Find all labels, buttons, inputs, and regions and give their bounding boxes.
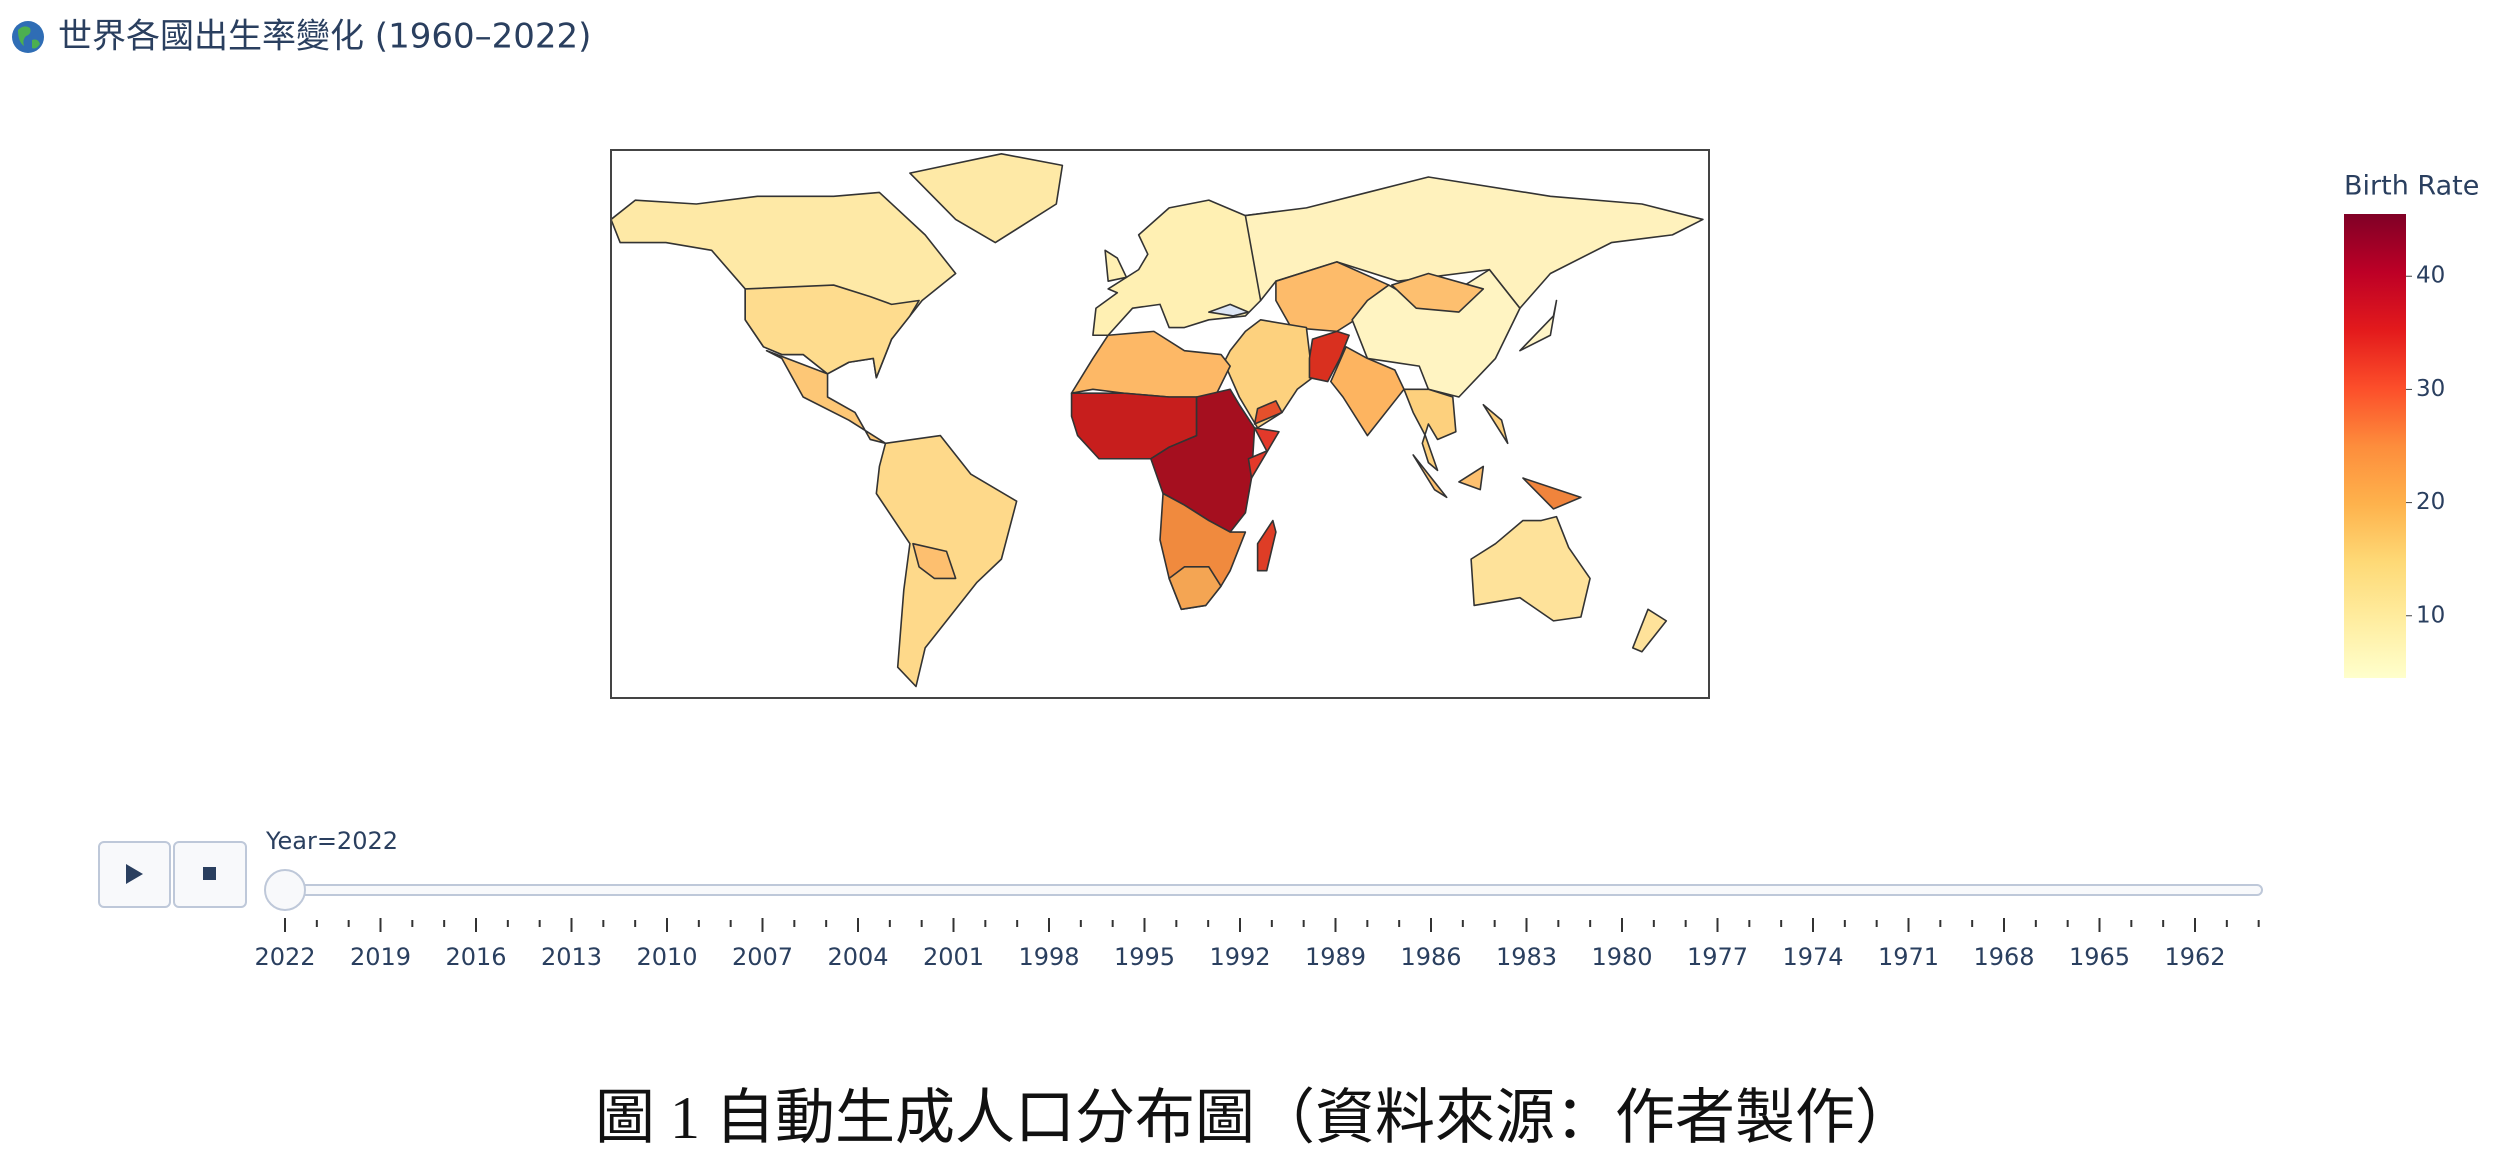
- slider-tick-label: 2013: [541, 943, 602, 971]
- slider-tick-label: 1989: [1305, 943, 1366, 971]
- slider-tick-label: 1962: [2164, 943, 2225, 971]
- slider-tick-label: 2022: [254, 943, 315, 971]
- slider-tick-label: 1998: [1018, 943, 1079, 971]
- slider-tick-label: 2001: [923, 943, 984, 971]
- page-title: 世界各國出生率變化 (1960–2022): [58, 17, 591, 57]
- slider-current-value: Year=2022: [265, 827, 398, 855]
- colorbar-tick-label: 10: [2416, 602, 2445, 628]
- slider-tick-label: 2010: [636, 943, 697, 971]
- slider-tick-label: 1995: [1114, 943, 1175, 971]
- slider-ticks: 2022 2019 2016 2013 2010 2007 2004 2001 1998 1995…: [254, 918, 2260, 971]
- countries: [611, 154, 1703, 687]
- stop-button[interactable]: [173, 841, 247, 908]
- slider-tick-label: 1977: [1687, 943, 1748, 971]
- slider-tick-label: 2016: [445, 943, 506, 971]
- colorbar-tick-label: 40: [2416, 263, 2445, 289]
- slider-tick-label: 2019: [350, 943, 411, 971]
- globe-icon: [12, 21, 44, 53]
- colorbar: [2344, 214, 2406, 678]
- colorbar-tick-label: 30: [2416, 376, 2445, 402]
- slider-tick-label: 1971: [1878, 943, 1939, 971]
- slider-handle[interactable]: [264, 869, 306, 911]
- figure-caption: 圖 1 自動生成人口分布圖（資料來源：作者製作）: [595, 1085, 1915, 1151]
- slider-tick-label: 1965: [2069, 943, 2130, 971]
- colorbar-tick-label: 20: [2416, 489, 2445, 515]
- slider-track[interactable]: [284, 884, 2263, 896]
- map-frame: [610, 149, 1710, 699]
- slider-tick-label: 1986: [1400, 943, 1461, 971]
- play-button[interactable]: [98, 841, 171, 908]
- slider-tick-label: 1983: [1496, 943, 1557, 971]
- slider-tick-label: 1968: [1973, 943, 2034, 971]
- slider-tick-label: 2007: [732, 943, 793, 971]
- slider-tick-label: 2004: [827, 943, 888, 971]
- world-map: [610, 149, 1710, 699]
- slider-tick-label: 1992: [1209, 943, 1270, 971]
- slider-tick-label: 1980: [1591, 943, 1652, 971]
- colorbar-title: Birth Rate: [2344, 171, 2479, 202]
- slider-tick-label: 1974: [1782, 943, 1843, 971]
